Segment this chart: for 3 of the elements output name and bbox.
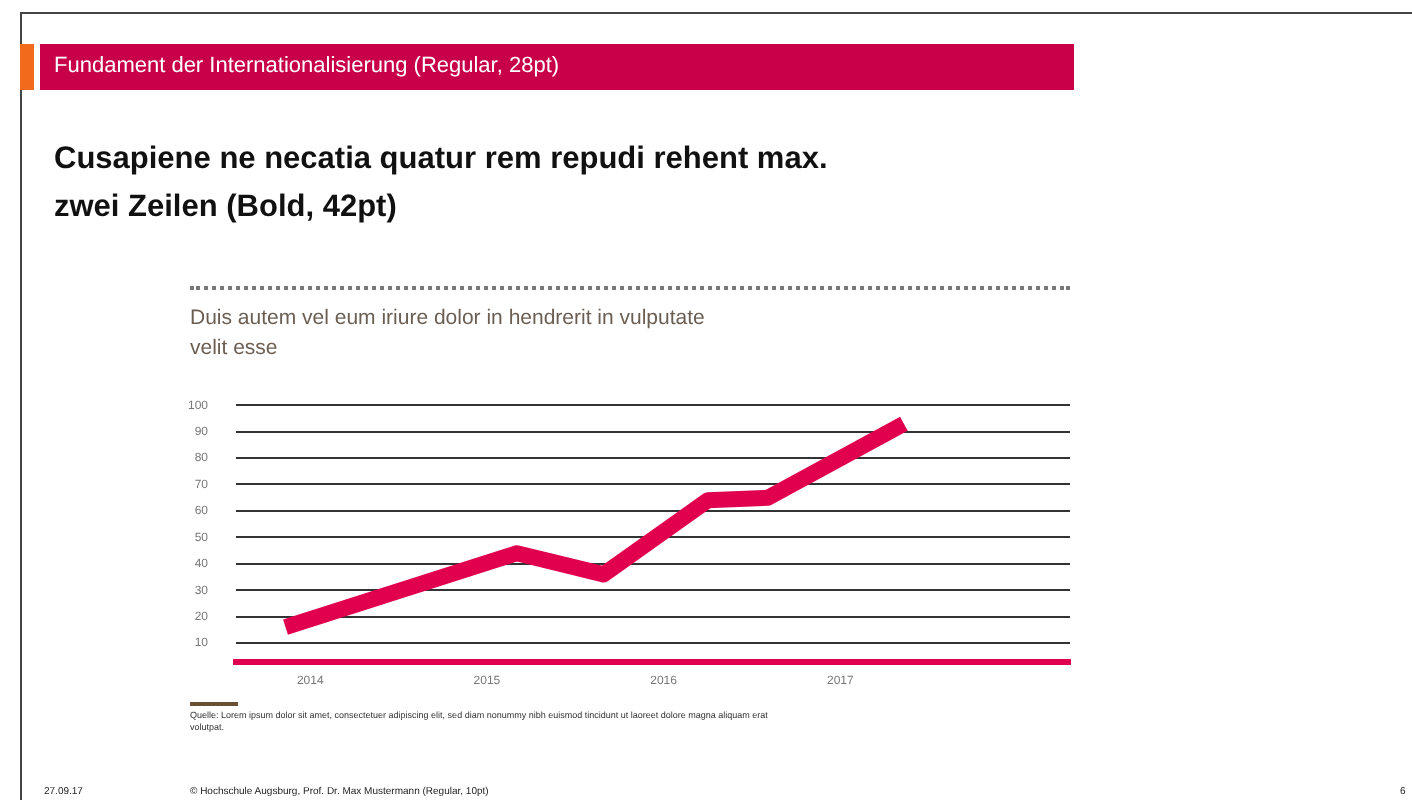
chart-subtitle: Duis autem vel eum iriure dolor in hendrerit in vulputate velit esse [190, 304, 707, 364]
chart-title: Cusapiene ne necatia quatur rem repudi rehent max. zwei Zeilen (Bold, 42pt) [54, 140, 830, 228]
text: Fundament der Internationalisierung (Regular, 28pt) [40, 44, 1074, 90]
